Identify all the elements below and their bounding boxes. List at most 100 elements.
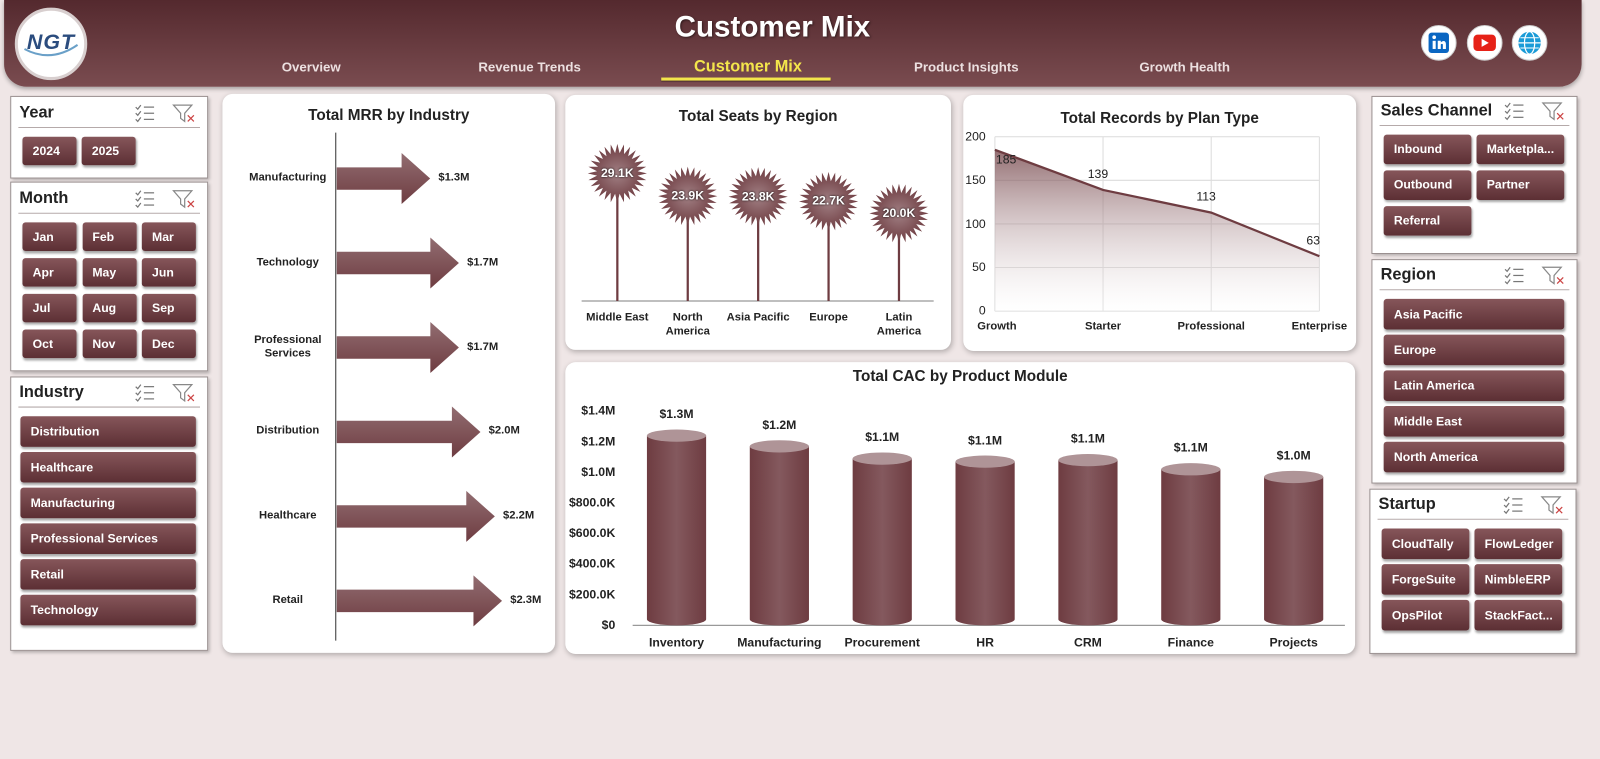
cylinder-cap — [1264, 470, 1324, 484]
slicer-button[interactable]: May — [82, 258, 137, 287]
data-label: $2.2M — [503, 509, 535, 522]
arrow-bar — [336, 153, 431, 205]
multi-select-icon — [1504, 266, 1511, 273]
nav-tab[interactable]: Overview — [281, 59, 341, 75]
slicer-button[interactable]: Healthcare — [20, 451, 196, 483]
slicer-button[interactable]: Referral — [1383, 206, 1472, 236]
slicer-button[interactable]: Jun — [141, 258, 196, 287]
cylinder-bar — [1058, 460, 1118, 626]
slicer-button[interactable]: Europe — [1383, 334, 1565, 366]
slicer-button[interactable]: Asia Pacific — [1383, 298, 1565, 330]
y-tick-label: 150 — [965, 172, 986, 187]
clear-filter-icon — [172, 104, 194, 123]
slicer-button[interactable]: 2025 — [81, 136, 136, 166]
multi-select-icon — [135, 116, 142, 123]
nav-tab[interactable]: Revenue Trends — [478, 59, 581, 75]
arrow-bar — [336, 406, 481, 458]
slicer-button[interactable]: Aug — [82, 293, 137, 323]
slicer-button[interactable]: OpsPilot — [1381, 599, 1470, 631]
data-label: $1.7M — [467, 340, 499, 353]
slicer-button[interactable]: Professional Services — [20, 523, 196, 554]
linkedin-icon[interactable] — [1420, 24, 1457, 61]
category-label: Latin America — [876, 311, 922, 338]
slicer-button[interactable]: Manufacturing — [20, 487, 196, 519]
slicer-button[interactable]: Latin America — [1383, 370, 1565, 401]
page-title: Customer Mix — [674, 11, 871, 44]
multi-select-icon — [1504, 108, 1511, 115]
data-label: 113 — [1196, 189, 1216, 204]
slicer-button[interactable]: Feb — [82, 222, 137, 251]
slicer-button[interactable]: NimbleERP — [1474, 564, 1563, 595]
x-tick-label: Growth — [977, 320, 1017, 333]
nav-tab[interactable]: Product Insights — [913, 59, 1019, 75]
clear-filter-icon — [172, 190, 194, 209]
category-label: Asia Pacific — [726, 311, 790, 324]
slicer-button[interactable]: Oct — [22, 329, 77, 359]
star-marker — [728, 167, 788, 227]
nav-tab[interactable]: Growth Health — [1139, 59, 1231, 75]
slicer-button[interactable]: Nov — [82, 329, 137, 359]
arrow-bar — [336, 575, 503, 627]
category-label: Healthcare — [259, 509, 317, 522]
cylinder-bar — [852, 458, 912, 626]
clear-filter-icon — [187, 114, 195, 122]
slicer-button[interactable]: Marketpla... — [1476, 134, 1565, 165]
arrow-bar — [336, 321, 459, 373]
slicer-button[interactable]: Jul — [22, 293, 77, 323]
slicer-button[interactable]: Distribution — [20, 416, 196, 447]
chart-title: Total CAC by Product Module — [852, 367, 1068, 386]
cylinder-bar — [955, 461, 1015, 626]
slicer-button[interactable]: Technology — [20, 594, 196, 626]
cylinder-bar — [1161, 469, 1221, 626]
slicer-button[interactable]: FlowLedger — [1474, 528, 1563, 560]
youtube-icon[interactable] — [1466, 24, 1503, 61]
multi-select-icon — [135, 196, 142, 202]
slicer-button[interactable]: Apr — [22, 258, 77, 287]
x-tick-label: CRM — [1073, 635, 1102, 650]
data-label: $1.1M — [1173, 440, 1208, 455]
clear-filter-icon — [1540, 496, 1562, 515]
category-label: Distribution — [256, 424, 320, 438]
slicer-button[interactable]: North America — [1383, 441, 1565, 473]
data-label: $2.0M — [488, 424, 520, 438]
data-label: $1.2M — [762, 417, 797, 432]
cylinder-cap — [646, 429, 707, 442]
x-tick-label: Projects — [1269, 635, 1318, 650]
x-tick-label: Manufacturing — [737, 635, 822, 650]
star-marker — [798, 171, 859, 232]
star-marker — [587, 143, 647, 204]
slicer-button[interactable]: Mar — [141, 222, 196, 251]
data-label: 29.1K — [600, 165, 634, 181]
nav-active-underline — [661, 77, 831, 81]
cylinder-cap — [1161, 463, 1221, 476]
slicer-button[interactable]: Sep — [141, 293, 196, 323]
x-tick-label: Inventory — [648, 635, 705, 650]
slicer-button[interactable]: Retail — [20, 559, 196, 590]
category-label: Retail — [272, 593, 304, 607]
slicer-button[interactable]: Outbound — [1383, 170, 1472, 200]
slicer-button[interactable]: Partner — [1476, 170, 1565, 200]
x-tick-label: Procurement — [844, 635, 921, 650]
slicer-button[interactable]: Jan — [22, 222, 77, 251]
nav-tab[interactable]: Customer Mix — [693, 58, 802, 76]
slicer-button[interactable]: 2024 — [22, 136, 77, 166]
multi-select-icon — [1504, 102, 1511, 109]
category-label: Manufacturing — [249, 171, 327, 184]
multi-select-icon — [1504, 273, 1511, 279]
line — [994, 148, 1320, 258]
data-label: $1.1M — [1070, 431, 1105, 446]
slicer-button[interactable]: Inbound — [1383, 134, 1472, 165]
arrow-bar — [336, 237, 459, 289]
y-tick-label: 100 — [965, 216, 986, 231]
slicer-button[interactable]: Dec — [141, 329, 196, 359]
x-tick-label: HR — [976, 635, 994, 650]
slicer-button[interactable]: Middle East — [1383, 406, 1565, 437]
cylinder-cap — [1058, 453, 1118, 467]
slicer-button[interactable]: ForgeSuite — [1381, 564, 1470, 595]
multi-select-icon — [1503, 508, 1510, 515]
slicer-button[interactable]: StackFact... — [1474, 599, 1563, 631]
website-icon[interactable] — [1511, 24, 1548, 61]
slicer-button[interactable]: CloudTally — [1381, 528, 1470, 560]
